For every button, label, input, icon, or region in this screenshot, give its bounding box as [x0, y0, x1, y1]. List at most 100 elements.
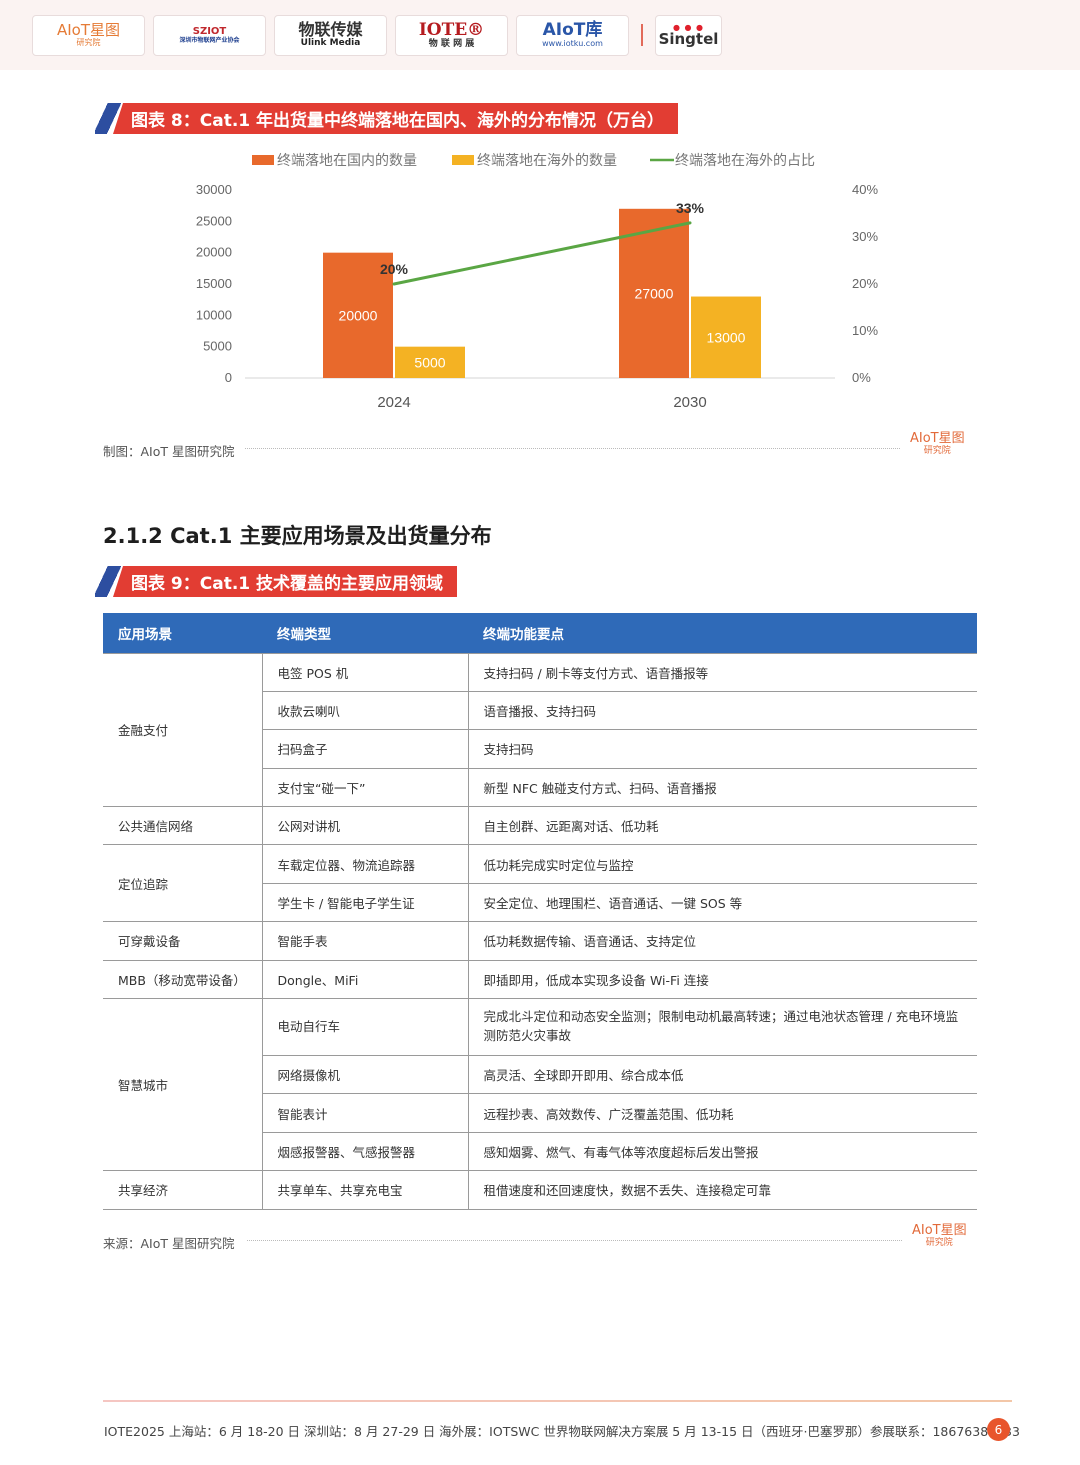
feature-cell: 新型 NFC 触碰支付方式、扫码、语音播报	[468, 767, 977, 807]
terminal-type-cell: 烟感报警器、气感报警器	[262, 1131, 469, 1171]
feature-cell: 远程抄表、高效数传、广泛覆盖范围、低功耗	[468, 1093, 977, 1133]
table-row: 网络摄像机 高灵活、全球即开即用、综合成本低	[103, 1055, 977, 1094]
scene-cell: MBB（移动宽带设备）	[103, 959, 263, 999]
logo-separator	[641, 24, 643, 46]
logo-text: Singtel	[658, 29, 719, 48]
corner-logo-subtext: 研究院	[923, 446, 951, 456]
terminal-type-cell: 共享单车、共享充电宝	[262, 1170, 469, 1210]
bar-value-label: 13000	[707, 329, 746, 345]
y-tick-label: 20000	[196, 245, 232, 260]
table-row: 公共通信网络 公网对讲机 自主创群、远距离对话、低功耗	[103, 806, 977, 845]
aiotku-logo: AIoT库 www.iotku.com	[516, 15, 629, 56]
bar-value-label: 27000	[635, 285, 674, 301]
header-feature: 终端功能要点	[468, 613, 977, 653]
feature-cell: 自主创群、远距离对话、低功耗	[468, 806, 977, 845]
bar-overseas	[691, 296, 761, 378]
x-tick-label: 2024	[377, 394, 410, 411]
table-row: 智慧城市 电动自行车 完成北斗定位和动态安全监测；限制电动机最高转速；通过电池状态管…	[103, 998, 977, 1171]
iote-logo: IOTE® 物 联 网 展	[395, 15, 508, 56]
corner-logo-text: AIoT星图	[912, 1223, 967, 1238]
footer-divider	[103, 1400, 1012, 1402]
terminal-type-cell: 智能手表	[262, 921, 469, 961]
feature-cell: 低功耗完成实时定位与监控	[468, 844, 977, 884]
section-heading: 2.1.2 Cat.1 主要应用场景及出货量分布	[103, 524, 492, 548]
logo-text: SZIOT	[192, 26, 227, 38]
terminal-type-cell: 公网对讲机	[262, 806, 469, 845]
table-row: 金融支付 电签 POS 机支持扫码 / 刷卡等支付方式、语音播报等	[103, 652, 977, 807]
logo-text: AIoT库	[542, 20, 603, 41]
figure8-banner: 图表 8：Cat.1 年出货量中终端落地在国内、海外的分布情况（万台）	[95, 103, 679, 134]
y-tick-label: 15000	[196, 276, 232, 291]
logo-subtext: 深圳市物联网产业协会	[179, 36, 240, 44]
bar-domestic	[323, 252, 393, 378]
y2-tick-label: 20%	[852, 276, 878, 291]
terminal-type-cell: 电动自行车	[262, 998, 469, 1056]
line-point	[392, 282, 396, 286]
table-row: 定位追踪 车载定位器、物流追踪器 低功耗完成实时定位与监控	[103, 844, 977, 922]
table-row: 收款云喇叭 语音播报、支持扫码	[103, 690, 977, 730]
logo-subtext: www.iotku.com	[542, 39, 603, 49]
table-row: MBB（移动宽带设备） Dongle、MiFi 即插即用，低成本实现多设备 Wi-F…	[103, 959, 977, 999]
terminal-type-cell: 智能表计	[262, 1093, 469, 1133]
x-tick-label: 2030	[673, 394, 706, 411]
header-terminal-type: 终端类型	[262, 613, 468, 653]
terminal-type-cell: 扫码盒子	[262, 729, 469, 769]
feature-cell: 高灵活、全球即开即用、综合成本低	[468, 1055, 977, 1094]
terminal-type-cell: 支付宝“碰一下”	[262, 767, 469, 807]
terminal-type-cell: 车载定位器、物流追踪器	[262, 844, 469, 884]
feature-cell: 租借速度和还回速度快，数据不丢失、连接稳定可靠	[468, 1170, 977, 1210]
figure8-source-text: 制图：AIoT 星图研究院	[103, 444, 235, 459]
corner-logo-subtext: 研究院	[925, 1238, 953, 1248]
legend-label: 终端落地在海外的数量	[477, 152, 617, 168]
footer-event-info: IOTE2025 上海站：6 月 18-20 日 深圳站：8 月 27-29 日…	[104, 1424, 1020, 1439]
feature-cell: 安全定位、地理围栏、语音通话、一键 SOS 等	[468, 882, 977, 922]
y2-tick-label: 40%	[852, 182, 878, 197]
bar-domestic	[619, 208, 689, 378]
singtel-logo: ● ● ● Singtel	[655, 15, 722, 56]
feature-cell: 即插即用，低成本实现多设备 Wi-Fi 连接	[468, 959, 977, 999]
dotted-divider	[247, 1240, 902, 1241]
legend-label: 终端落地在海外的占比	[675, 152, 815, 168]
y-tick-label: 30000	[196, 182, 232, 197]
application-scenarios-table: 应用场景 终端类型 终端功能要点 金融支付 电签 POS 机支持扫码 / 刷卡等支…	[103, 613, 977, 1210]
scene-cell: 金融支付	[103, 652, 263, 807]
figure8-source: 制图：AIoT 星图研究院	[103, 441, 235, 460]
y-tick-label: 25000	[196, 213, 232, 228]
figure9-banner: 图表 9：Cat.1 技术覆盖的主要应用领域	[95, 566, 458, 597]
logo-text: AIoT星图	[56, 21, 121, 40]
y2-tick-label: 30%	[852, 229, 878, 244]
corner-logo-text: AIoT星图	[910, 431, 965, 446]
legend-swatch	[452, 155, 474, 165]
feature-cell: 支持扫码 / 刷卡等支付方式、语音播报等	[468, 652, 977, 692]
legend-swatch	[252, 155, 274, 165]
y-tick-label: 5000	[203, 339, 232, 354]
table-header-row: 应用场景 终端类型 终端功能要点	[103, 613, 977, 653]
page-number: 6	[987, 1418, 1010, 1441]
logo-subtext: 物 联 网 展	[428, 38, 475, 49]
y2-tick-label: 10%	[852, 323, 878, 338]
table-row: 烟感报警器、气感报警器 感知烟雾、燃气、有毒气体等浓度超标后发出警报	[103, 1131, 977, 1171]
scene-cell: 可穿戴设备	[103, 921, 263, 961]
logo-subtext: 研究院	[76, 38, 101, 48]
table-row: 可穿戴设备 智能手表 低功耗数据传输、语音通话、支持定位	[103, 921, 977, 961]
aiot-star-corner-logo: AIoT星图 研究院	[910, 432, 965, 456]
scene-cell: 共享经济	[103, 1170, 263, 1210]
feature-cell: 完成北斗定位和动态安全监测；限制电动机最高转速；通过电池状态管理 / 充电环境监…	[468, 998, 977, 1056]
scene-cell: 定位追踪	[103, 844, 263, 922]
legend-label: 终端落地在国内的数量	[277, 152, 417, 168]
overseas-share-line	[393, 221, 691, 286]
terminal-type-cell: 网络摄像机	[262, 1055, 469, 1094]
figure9-source: 来源：AIoT 星图研究院	[103, 1233, 235, 1252]
dotted-divider	[245, 448, 900, 449]
header-scene: 应用场景	[103, 613, 262, 653]
line-point	[688, 221, 692, 225]
ulink-media-logo: 物联传媒 Ulink Media	[274, 15, 387, 56]
bar-overseas	[395, 346, 465, 378]
aiot-star-logo: AIoT星图 研究院	[32, 15, 145, 56]
singtel-dots-icon: ● ● ●	[672, 22, 705, 32]
feature-cell: 支持扫码	[468, 729, 977, 769]
line-value-label: 20%	[380, 261, 409, 277]
y-tick-label: 10000	[196, 307, 232, 322]
y2-tick-label: 0%	[852, 370, 871, 385]
aiot-star-corner-logo: AIoT星图 研究院	[912, 1224, 967, 1248]
